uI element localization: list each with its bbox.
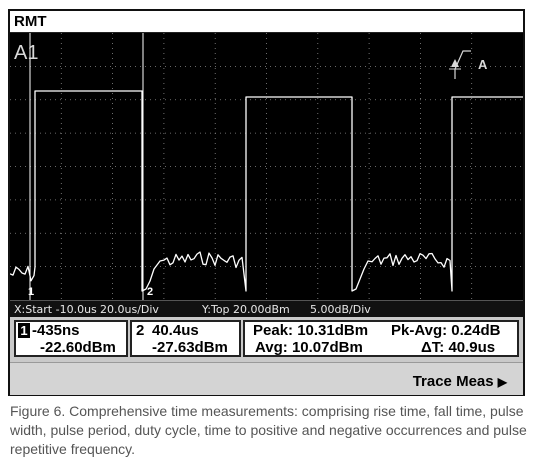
delta-t-value: ΔT: 40.9us: [421, 339, 496, 356]
y-top-text: Y:Top 20.00dBm: [202, 303, 290, 316]
figure-caption: Figure 6. Comprehensive time measurement…: [10, 403, 527, 457]
marker-2-index: 2: [136, 322, 145, 339]
trace-meas-label: Trace Meas: [412, 373, 494, 390]
marker-1-power: -22.60dBm: [40, 339, 116, 356]
x-start-text: X:Start -10.0us: [14, 303, 97, 316]
y-scale-text: 5.00dB/Div: [310, 303, 371, 316]
instrument-display: RMT A1 A 1 2 X:Start -10.0us 20.0us/Div …: [8, 9, 525, 396]
trace-plot: A1 A 1 2: [10, 33, 523, 300]
marker-1-tag: 1: [28, 286, 34, 298]
measurement-readout: Peak: 10.31dBm Pk-Avg: 0.24dB Avg: 10.07…: [243, 320, 519, 357]
power-trace: [10, 90, 523, 292]
marker-2-time: 40.4us: [152, 322, 199, 339]
marker-1-index: 1: [18, 323, 30, 338]
marker-1-time: -435ns: [32, 322, 80, 339]
marker-2-readout[interactable]: 2 40.4us -27.63dBm: [130, 320, 241, 357]
x-scale-text: 20.0us/Div: [100, 303, 159, 316]
marker-2-power: -27.63dBm: [152, 339, 228, 356]
title-bar: RMT: [10, 11, 523, 33]
marker-1-readout[interactable]: 1 -435ns -22.60dBm: [14, 320, 128, 357]
peak-value: Peak: 10.31dBm: [253, 322, 369, 339]
mode-title: RMT: [14, 13, 47, 30]
marker-readouts: 1 -435ns -22.60dBm 2 40.4us -27.63dBm Pe…: [10, 317, 523, 361]
peak-avg-value: Pk-Avg: 0.24dB: [391, 322, 501, 339]
graticule: [10, 33, 523, 300]
marker-2-tag: 2: [147, 286, 153, 298]
channel-label: A1: [14, 42, 38, 64]
trace-meas-softkey[interactable]: Trace Meas ▶: [413, 373, 507, 390]
trigger-channel-label: A: [478, 57, 488, 72]
axis-info-bar: X:Start -10.0us 20.0us/Div Y:Top 20.00dB…: [10, 300, 523, 318]
trace-svg: A1 A 1 2: [10, 33, 523, 300]
average-value: Avg: 10.07dBm: [255, 339, 363, 356]
trigger-icon: [449, 50, 471, 79]
softkey-bar: Trace Meas ▶: [10, 362, 523, 395]
arrow-right-icon: ▶: [497, 375, 507, 389]
